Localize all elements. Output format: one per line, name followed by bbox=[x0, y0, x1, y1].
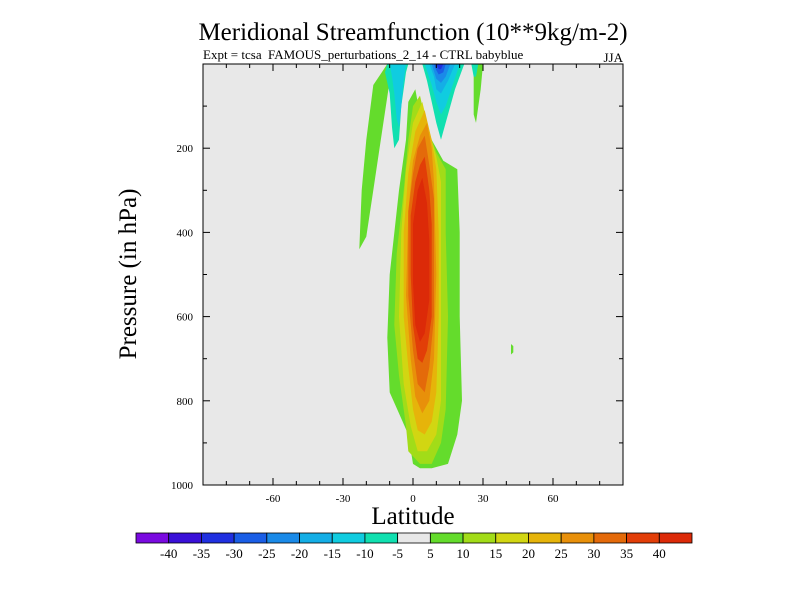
colorbar-label: 20 bbox=[522, 546, 535, 561]
colorbar-box bbox=[429, 532, 464, 544]
chart-subtitle-left: Expt = tcsa bbox=[203, 47, 262, 62]
colorbar-label: 25 bbox=[555, 546, 568, 561]
colorbar-label: -10 bbox=[356, 546, 373, 561]
colorbar-box bbox=[495, 532, 529, 544]
chart-subtitle-right: JJA bbox=[603, 50, 623, 65]
y-tick-label: 200 bbox=[177, 143, 194, 155]
contour-region-0 bbox=[359, 64, 390, 250]
y-axis-label: Pressure (in hPa) bbox=[115, 189, 142, 360]
colorbar-box bbox=[560, 532, 595, 544]
contour-region-1 bbox=[473, 64, 483, 123]
contour-region-19 bbox=[471, 64, 479, 77]
colorbar-label: 10 bbox=[457, 546, 470, 561]
colorbar-box bbox=[266, 532, 300, 544]
contour-region-18 bbox=[436, 64, 444, 70]
y-tick-label: 800 bbox=[177, 396, 194, 408]
colorbar-label: -35 bbox=[193, 546, 210, 561]
colorbar-box bbox=[233, 532, 268, 544]
colorbar-box bbox=[528, 532, 562, 544]
axes: -60 -30 0 30 60 200 400 600 800 1000 bbox=[171, 63, 624, 505]
colorbar-label: -40 bbox=[160, 546, 177, 561]
colorbar-box bbox=[135, 532, 170, 544]
colorbar-box bbox=[658, 532, 693, 544]
colorbar-label: 15 bbox=[489, 546, 502, 561]
contour-region-17 bbox=[434, 64, 446, 75]
chart-title: Meridional Streamfunction (10**9kg/m-2) bbox=[198, 19, 627, 46]
colorbar-label: -30 bbox=[225, 546, 242, 561]
x-tick-label: -60 bbox=[266, 493, 281, 505]
y-tick-label: 1000 bbox=[171, 480, 194, 492]
y-tick-label: 600 bbox=[177, 312, 194, 324]
colorbar-label: 30 bbox=[587, 546, 600, 561]
x-tick-label: 60 bbox=[548, 493, 560, 505]
colorbar-label: -5 bbox=[392, 546, 403, 561]
contour-region-10 bbox=[413, 177, 430, 342]
plot-area bbox=[203, 64, 623, 485]
colorbar-label: 5 bbox=[427, 546, 434, 561]
colorbar-box bbox=[626, 532, 660, 544]
colorbar-box bbox=[168, 532, 202, 544]
contour-region-2 bbox=[511, 344, 514, 355]
y-tick-label: 400 bbox=[177, 227, 194, 239]
colorbar-box bbox=[364, 532, 399, 544]
contour-region-13 bbox=[389, 64, 406, 128]
x-tick-label: 0 bbox=[410, 493, 416, 505]
x-tick-label: -30 bbox=[336, 493, 351, 505]
colorbar-box bbox=[201, 532, 235, 544]
colorbar-box bbox=[397, 532, 431, 544]
colorbar-box bbox=[593, 532, 627, 544]
colorbar-label: -15 bbox=[324, 546, 341, 561]
colorbar-label: -20 bbox=[291, 546, 308, 561]
colorbar-box bbox=[299, 532, 333, 544]
colorbar: -40 -35 -30 -25 -20 -15 -10 -5 5 10 15 20 25 30 35 40 bbox=[135, 532, 693, 561]
colorbar-box bbox=[462, 532, 497, 544]
x-tick-label: 30 bbox=[478, 493, 490, 505]
colorbar-box bbox=[331, 532, 366, 544]
colorbar-label: -25 bbox=[258, 546, 275, 561]
colorbar-label: 35 bbox=[620, 546, 633, 561]
x-axis-label: Latitude bbox=[371, 503, 454, 530]
chart-subtitle-left-overlay: FAMOUS_perturbations_2_14 - CTRL babyblu… bbox=[268, 47, 524, 62]
colorbar-label: 40 bbox=[653, 546, 666, 561]
